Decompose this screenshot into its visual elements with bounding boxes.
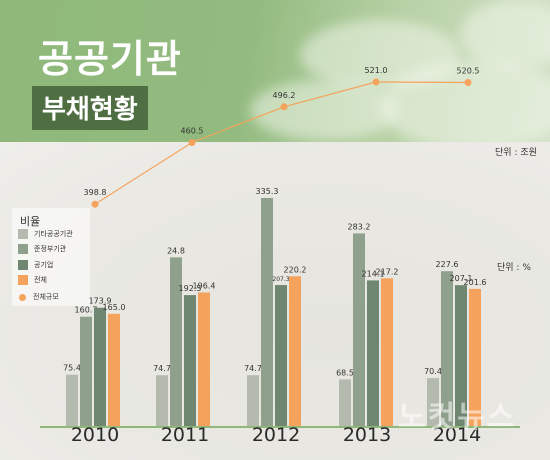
- legend-label: 공기업: [34, 261, 54, 269]
- bar-value-label: 201.6: [464, 278, 487, 287]
- x-tick-label: 2011: [161, 424, 209, 446]
- legend-label: 준정부기관: [34, 245, 67, 253]
- bar: [156, 375, 168, 426]
- line-value-label: 460.5: [181, 127, 204, 136]
- bar: [353, 233, 365, 426]
- bar-value-label: 207.3: [272, 276, 289, 283]
- series-line: [94, 81, 469, 205]
- legend-label: 전체규모: [33, 293, 59, 301]
- bar-value-label: 74.7: [244, 364, 262, 373]
- legend-label: 기타공공기관: [34, 230, 73, 238]
- cloud-decoration: [380, 60, 550, 142]
- line-point: [464, 79, 472, 86]
- bar: [66, 374, 78, 426]
- unit-line-label: 단위 : 조원: [495, 147, 537, 158]
- line-value-label: 398.8: [84, 188, 107, 197]
- bar-value-label: 24.8: [167, 246, 185, 255]
- legend-swatch: [18, 260, 28, 270]
- line-value-label: 521.0: [365, 66, 388, 75]
- bar-value-label: 192.5: [179, 284, 202, 293]
- bar: [289, 276, 301, 426]
- bar-value-label: 217.2: [376, 267, 399, 276]
- bar: [94, 307, 106, 426]
- legend-item: 준정부기관: [18, 243, 66, 255]
- line-point: [372, 78, 380, 86]
- bar-value-label: 283.2: [348, 222, 371, 231]
- page-subtitle: 부채현황: [32, 86, 148, 130]
- bar-value-label: 160.7: [75, 306, 98, 315]
- bar: [170, 257, 182, 426]
- bar-value-label: 75.4: [63, 364, 81, 373]
- bar-value-label: 74.7: [153, 364, 171, 373]
- bar-value-label: 68.5: [336, 368, 354, 377]
- watermark-logo: 노컷뉴스: [398, 400, 517, 435]
- line-point: [91, 200, 99, 208]
- bar: [469, 288, 481, 426]
- x-tick-label: 2012: [252, 424, 300, 446]
- legend-swatch: [18, 275, 28, 285]
- legend-dot: [19, 293, 26, 301]
- bar-value-label: 220.2: [284, 265, 307, 274]
- legend-item: 전체: [18, 274, 47, 286]
- line-value-label: 520.5: [457, 67, 480, 76]
- bar-value-label: 207.1: [450, 274, 473, 283]
- bar: [427, 378, 439, 426]
- bar: [275, 285, 287, 426]
- bar: [184, 295, 196, 426]
- legend-item: 전체규모: [18, 291, 59, 303]
- bar: [381, 278, 393, 426]
- line-point: [280, 103, 288, 111]
- line-value-label: 496.2: [273, 91, 296, 100]
- unit-bar-label: 단위 : %: [497, 262, 531, 273]
- bar: [108, 313, 120, 426]
- bar-value-label: 335.3: [256, 187, 279, 196]
- bar: [455, 285, 467, 426]
- legend-item: 공기업: [18, 259, 53, 271]
- legend-label: 전체: [34, 276, 47, 284]
- bar: [247, 375, 259, 426]
- page-title: 공공기관: [38, 37, 182, 81]
- bar-value-label: 196.4: [193, 281, 216, 290]
- x-tick-label: 2010: [71, 424, 119, 446]
- legend-swatch: [18, 229, 28, 239]
- bar-value-label: 173.9: [89, 297, 112, 306]
- cloud-decoration: [460, 0, 550, 70]
- x-tick-label: 2013: [343, 424, 391, 446]
- line-point: [188, 139, 196, 146]
- legend-swatch: [18, 244, 28, 254]
- legend-item: 기타공공기관: [18, 228, 73, 240]
- bar: [441, 271, 453, 426]
- bar-value-label: 227.6: [436, 260, 459, 269]
- x-tick-label: 2014: [433, 424, 481, 446]
- bar: [339, 379, 351, 426]
- bar-value-label: 70.4: [424, 367, 442, 376]
- bar: [198, 292, 210, 426]
- legend: [12, 208, 90, 306]
- bar: [367, 280, 379, 426]
- bar-value-label: 214.1: [362, 269, 385, 278]
- bar-value-label: 165.0: [103, 303, 126, 312]
- bar: [261, 197, 273, 426]
- bar: [80, 316, 92, 426]
- header-banner: 공공기관 부채현황: [0, 0, 550, 142]
- legend-title: 비율: [20, 215, 41, 228]
